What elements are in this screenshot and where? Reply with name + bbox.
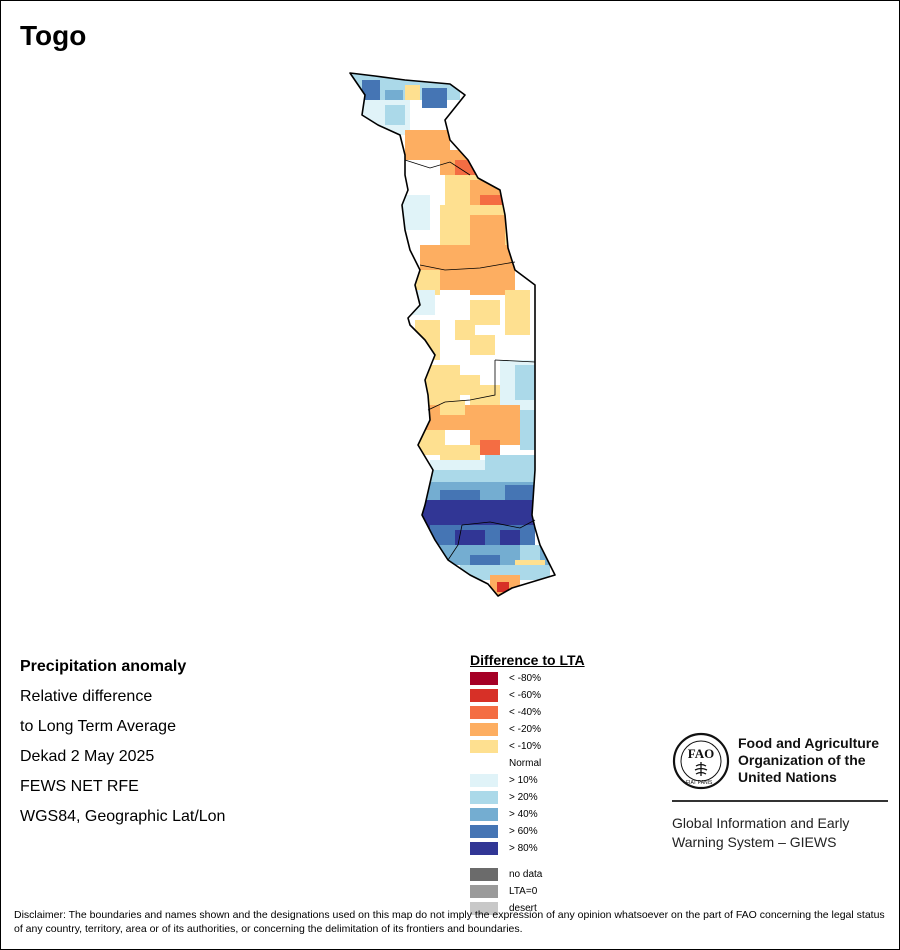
legend-item: > 20% [470, 790, 538, 804]
legend-swatch [470, 807, 498, 821]
info-heading: Precipitation anomaly [20, 658, 187, 675]
legend-swatch [470, 722, 498, 736]
legend-swatch [470, 841, 498, 855]
legend-swatch [470, 790, 498, 804]
region-boundaries [404, 159, 536, 561]
legend-item: > 80% [470, 841, 538, 855]
legend-swatch [470, 688, 498, 702]
legend-extra-item: no data [470, 867, 542, 881]
fao-name: Food and Agriculture Organization of the… [738, 735, 888, 786]
fao-name-line2: Organization of the [738, 752, 866, 768]
legend-label: < -80% [509, 672, 541, 684]
fao-logo-icon: FAO FIAT PANIS [672, 732, 730, 790]
togo-anomaly-map [349, 72, 556, 597]
legend-swatch [470, 671, 498, 685]
legend-label: LTA=0 [509, 885, 538, 897]
legend-extra-item: desert [470, 901, 537, 915]
legend-swatch [470, 824, 498, 838]
legend-item: < -80% [470, 671, 541, 685]
fao-divider [672, 800, 888, 802]
legend-label: < -40% [509, 706, 541, 718]
legend-item: < -40% [470, 705, 541, 719]
legend-label: < -60% [509, 689, 541, 701]
legend-item: > 10% [470, 773, 538, 787]
info-line2: to Long Term Average [20, 718, 176, 735]
legend-label: < -10% [509, 740, 541, 752]
legend-label: > 60% [509, 825, 538, 837]
giews-line1: Global Information and Early [672, 815, 850, 831]
legend-label: < -20% [509, 723, 541, 735]
legend-rows: < -80% < -60% < -40% < -20% < -10% Normal > 10… [470, 671, 610, 921]
info-source: FEWS NET RFE [20, 778, 139, 795]
legend: Difference to LTA < -80% < -60% < -40% < -2… [470, 652, 585, 915]
fao-name-line3: United Nations [738, 769, 837, 785]
legend-item: < -10% [470, 739, 541, 753]
legend-item: > 60% [470, 824, 538, 838]
legend-swatch [470, 705, 498, 719]
legend-title: Difference to LTA [470, 652, 585, 668]
legend-item: < -20% [470, 722, 541, 736]
anomaly-grid [350, 73, 555, 596]
svg-text:FAO: FAO [688, 746, 714, 761]
country-border [349, 72, 556, 597]
legend-swatch [470, 773, 498, 787]
legend-extra-item: LTA=0 [470, 884, 537, 898]
legend-swatch [470, 756, 498, 770]
legend-swatch [470, 884, 498, 898]
legend-item: > 40% [470, 807, 538, 821]
legend-swatch [470, 901, 498, 915]
info-line1: Relative difference [20, 688, 153, 705]
svg-text:FIAT PANIS: FIAT PANIS [686, 780, 713, 786]
disclaimer: Disclaimer: The boundaries and names sho… [14, 909, 885, 935]
giews-line2: Warning System – GIEWS [672, 834, 837, 850]
map-info: Precipitation anomaly Relative differenc… [20, 656, 225, 836]
info-projection: WGS84, Geographic Lat/Lon [20, 808, 226, 825]
legend-label: > 20% [509, 791, 538, 803]
legend-swatch [470, 867, 498, 881]
legend-item: < -60% [470, 688, 541, 702]
info-period: Dekad 2 May 2025 [20, 748, 155, 765]
legend-label: > 40% [509, 808, 538, 820]
legend-label: no data [509, 868, 543, 880]
legend-label: > 80% [509, 842, 538, 854]
legend-label: Normal [509, 757, 542, 769]
legend-item: Normal [470, 756, 541, 770]
giews-name: Global Information and Early Warning Sys… [672, 814, 888, 852]
map-title: Togo [20, 20, 87, 51]
legend-swatch [470, 739, 498, 753]
legend-label: desert [509, 902, 537, 914]
fao-name-line1: Food and Agriculture [738, 735, 880, 751]
legend-label: > 10% [509, 774, 538, 786]
